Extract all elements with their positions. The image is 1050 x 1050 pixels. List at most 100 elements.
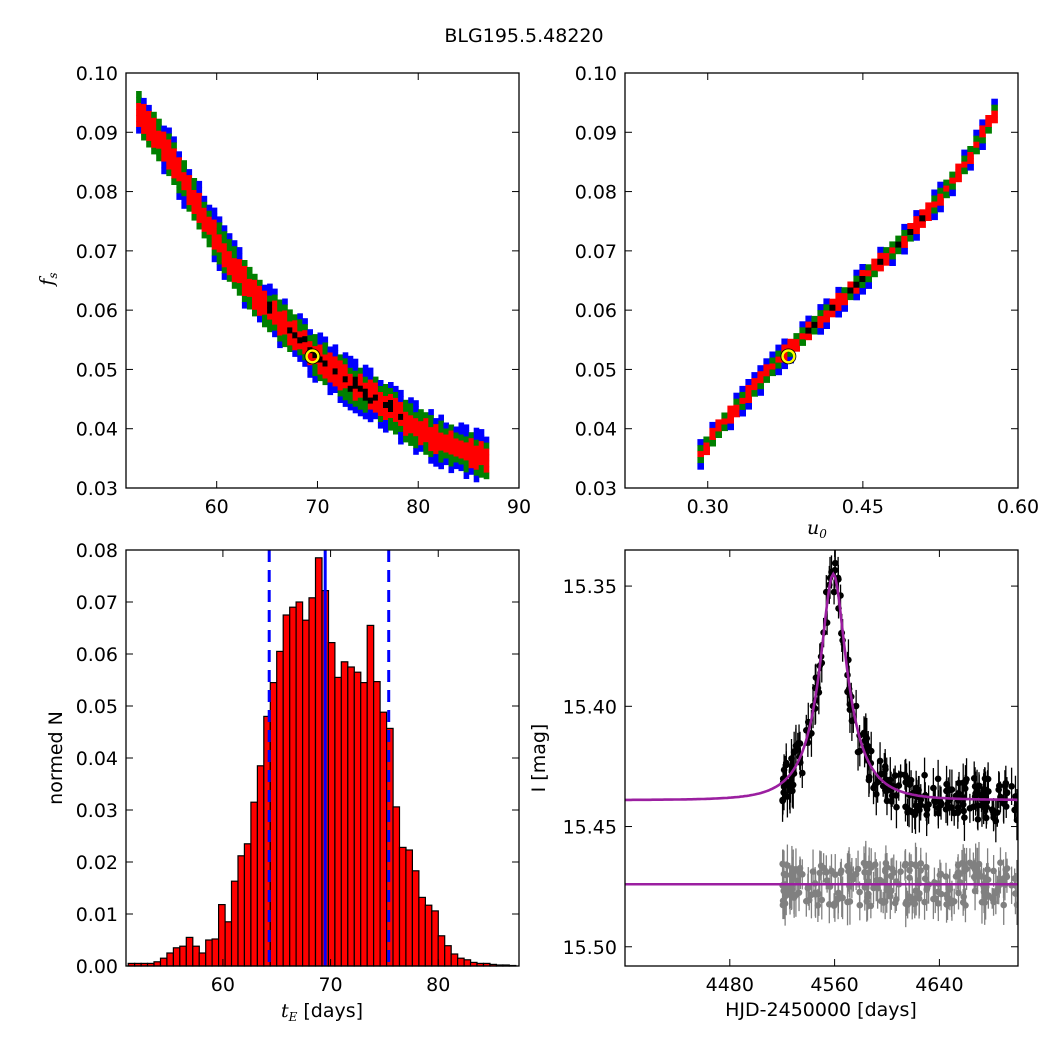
posterior-cell [201, 201, 208, 209]
posterior-cell [342, 382, 349, 389]
y-tick-label: 0.08 [76, 540, 118, 562]
posterior-cell [302, 348, 308, 355]
posterior-cell [757, 389, 764, 396]
posterior-cell [201, 213, 208, 221]
posterior-cell [357, 379, 364, 387]
posterior-cell [282, 310, 288, 318]
posterior-cell [231, 276, 238, 283]
plot-frame [624, 549, 1019, 967]
data-point [831, 559, 839, 567]
posterior-cell [991, 116, 998, 124]
posterior-cell [991, 104, 998, 112]
posterior-cell [216, 246, 223, 253]
x-tick-label: 80 [406, 496, 430, 518]
posterior-cell [352, 394, 359, 402]
posterior-cell [383, 426, 389, 433]
data-point [935, 804, 942, 812]
histogram-bar [166, 952, 174, 967]
posterior-cell [272, 312, 278, 320]
posterior-cell [398, 395, 404, 403]
posterior-cell [262, 284, 268, 292]
histogram-bar [179, 945, 187, 967]
posterior-cell [297, 331, 303, 338]
posterior-cell [458, 464, 465, 472]
posterior-cell [408, 421, 414, 428]
posterior-cell [196, 186, 203, 194]
posterior-cell [141, 127, 147, 135]
posterior-cell [377, 386, 384, 393]
x-tick-label: 60 [211, 974, 235, 996]
posterior-cell [216, 222, 223, 229]
data-point [921, 771, 928, 779]
posterior-cell [787, 338, 794, 346]
posterior-cell [817, 310, 824, 317]
posterior-cell [388, 412, 394, 419]
posterior-cell [252, 309, 258, 317]
x-axis-label: u0 [807, 517, 827, 541]
posterior-cell [226, 251, 233, 258]
posterior-cell [877, 258, 884, 266]
residual-point [997, 859, 1004, 866]
posterior-cell [817, 322, 824, 329]
posterior-cell [859, 282, 866, 289]
posterior-cell [473, 469, 480, 477]
posterior-cell [347, 391, 354, 399]
posterior-cell [483, 436, 490, 444]
x-axis-label: tE [days] [281, 1000, 363, 1024]
posterior-cell [317, 344, 324, 352]
posterior-cell [901, 229, 908, 237]
histogram-bar [392, 806, 401, 967]
y-tick-label: 15.35 [563, 576, 617, 598]
residual-point [970, 873, 978, 881]
data-point [970, 775, 978, 782]
posterior-cell [282, 334, 288, 342]
posterior-cell [483, 460, 490, 468]
residual-point [876, 876, 884, 884]
data-point [867, 747, 875, 755]
posterior-cell [136, 121, 142, 128]
posterior-cell [453, 426, 460, 434]
posterior-cell [398, 407, 404, 415]
posterior-cell [181, 172, 187, 179]
posterior-cell [443, 452, 449, 460]
posterior-cell [458, 428, 465, 436]
posterior-cell [282, 304, 288, 312]
posterior-cell [362, 370, 369, 378]
posterior-cell [931, 195, 938, 203]
posterior-cell [171, 148, 177, 155]
posterior-cell [841, 305, 848, 312]
posterior-cell [372, 400, 379, 408]
posterior-cell [337, 396, 344, 403]
posterior-cell [226, 263, 233, 270]
histogram-bar [295, 601, 304, 967]
posterior-cell [721, 424, 728, 432]
posterior-cell [859, 270, 866, 277]
posterior-cell [388, 388, 394, 395]
posterior-cell [367, 397, 374, 405]
posterior-cell [847, 281, 854, 289]
posterior-cell [292, 344, 298, 351]
residual-point [790, 894, 798, 901]
x-ticks: 60 70 80 90 [205, 73, 531, 518]
posterior-cell [236, 253, 243, 260]
data-point [955, 779, 963, 787]
posterior-cell [721, 412, 728, 420]
posterior-cell [811, 321, 818, 329]
posterior-cell [297, 349, 303, 356]
x-tick-label: 0.60 [997, 496, 1039, 518]
posterior-cell [282, 340, 288, 348]
posterior-cell [787, 356, 794, 364]
posterior-cell [337, 366, 344, 373]
y-tick-label: 0.01 [76, 904, 118, 926]
posterior-cell [317, 362, 324, 370]
posterior-cell [757, 371, 764, 378]
posterior-cell [277, 329, 283, 337]
posterior-cell [443, 422, 449, 430]
posterior-cell [357, 367, 364, 375]
data-point [971, 783, 979, 790]
posterior-cell [433, 430, 439, 437]
posterior-cell [448, 424, 455, 432]
data-point [865, 776, 873, 784]
posterior-cell [211, 207, 218, 215]
